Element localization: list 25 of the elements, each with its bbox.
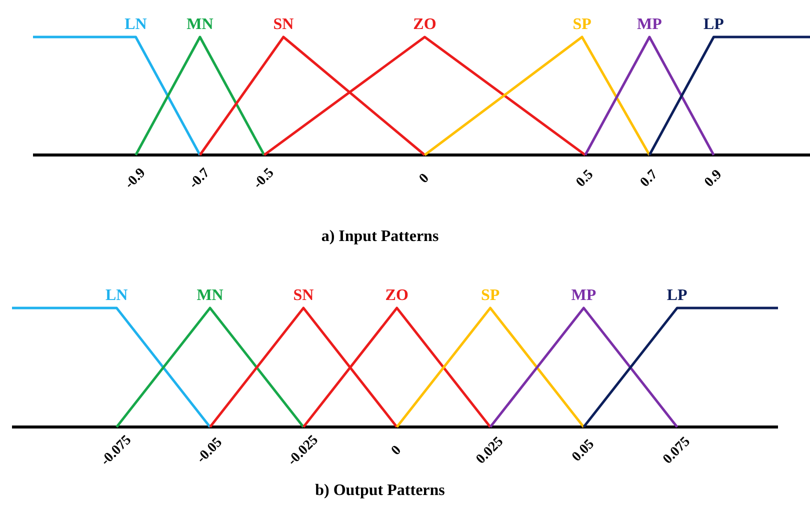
series-label: ZO xyxy=(385,287,408,304)
x-tick-label: -0.5 xyxy=(250,166,278,192)
series-label: LN xyxy=(124,16,148,33)
series-label: LP xyxy=(666,287,688,304)
x-tick-label: 0.7 xyxy=(638,167,661,190)
series-label: LN xyxy=(106,287,128,304)
x-axis-title: b) Output Patterns xyxy=(315,482,445,499)
series-label: MP xyxy=(637,16,662,33)
x-tick-label: -0.9 xyxy=(122,166,149,192)
x-tick-label: 0.5 xyxy=(574,167,597,190)
x-tick-label: 0 xyxy=(416,171,432,187)
series-label: SN xyxy=(273,16,294,33)
x-tick-label: 0 xyxy=(388,443,404,459)
x-axis-title: a) Input Patterns xyxy=(321,228,439,245)
series-label: MP xyxy=(571,287,596,304)
series-label: MN xyxy=(186,16,214,33)
series-label: SP xyxy=(572,16,592,33)
series-label: SP xyxy=(480,287,500,304)
x-tick-label: -0.7 xyxy=(186,166,213,192)
series-label: LP xyxy=(703,16,724,33)
series-label: ZO xyxy=(413,16,436,33)
x-tick-label: 0.9 xyxy=(702,167,725,190)
x-tick-label: 0.05 xyxy=(570,436,598,465)
series-label: MN xyxy=(196,287,224,304)
series-label: SN xyxy=(293,287,314,304)
